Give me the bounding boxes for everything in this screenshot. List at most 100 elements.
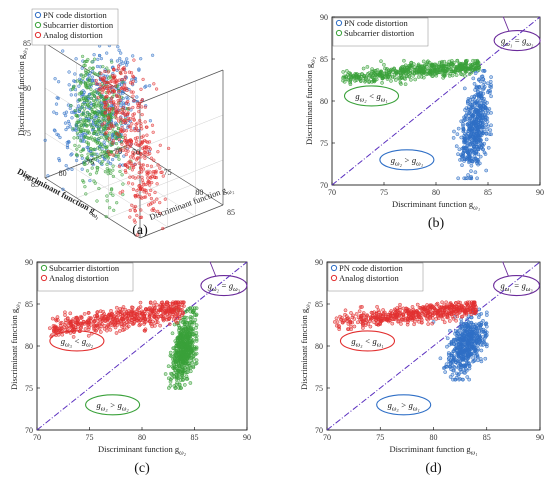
data-point bbox=[447, 65, 451, 70]
y-tick-label: 75 bbox=[320, 139, 328, 148]
data-point bbox=[89, 96, 94, 100]
data-point bbox=[480, 142, 484, 146]
data-point bbox=[142, 150, 147, 155]
data-point bbox=[91, 98, 96, 103]
data-point bbox=[166, 364, 171, 369]
data-point bbox=[421, 70, 426, 75]
data-point bbox=[139, 167, 143, 171]
data-point bbox=[90, 125, 94, 129]
x-tick-label: 85 bbox=[483, 433, 491, 442]
data-point bbox=[150, 201, 154, 205]
data-point bbox=[455, 339, 460, 343]
data-point bbox=[106, 70, 110, 74]
data-point bbox=[104, 130, 109, 134]
data-point bbox=[111, 164, 115, 168]
data-point bbox=[356, 315, 361, 320]
data-point bbox=[472, 300, 477, 305]
data-point bbox=[68, 106, 72, 111]
data-point bbox=[438, 356, 443, 361]
data-point bbox=[105, 154, 110, 158]
data-point bbox=[116, 105, 120, 109]
data-point bbox=[123, 139, 127, 143]
data-point bbox=[129, 128, 133, 133]
data-point bbox=[188, 306, 192, 311]
data-point bbox=[140, 105, 144, 109]
data-point bbox=[412, 316, 416, 321]
data-point bbox=[68, 311, 73, 316]
data-point bbox=[453, 331, 457, 336]
data-point bbox=[177, 364, 182, 369]
data-point bbox=[88, 136, 92, 141]
data-point bbox=[71, 321, 75, 326]
data-point bbox=[123, 136, 128, 140]
data-point bbox=[139, 155, 143, 159]
data-point bbox=[109, 171, 113, 175]
x-tick-label: 85 bbox=[484, 188, 492, 197]
data-point bbox=[118, 169, 122, 174]
frame-edge bbox=[139, 69, 224, 104]
data-point bbox=[109, 100, 114, 105]
data-point bbox=[92, 53, 96, 57]
data-point bbox=[411, 310, 416, 315]
data-point bbox=[193, 318, 198, 322]
data-point bbox=[471, 144, 476, 149]
grid-line bbox=[44, 132, 141, 194]
frame-edge bbox=[127, 144, 224, 206]
data-point bbox=[158, 200, 162, 205]
data-point bbox=[126, 141, 130, 146]
data-point bbox=[380, 80, 384, 85]
data-point bbox=[471, 327, 476, 332]
data-point bbox=[153, 190, 157, 195]
data-point bbox=[392, 311, 397, 315]
data-point bbox=[421, 59, 426, 64]
data-point bbox=[450, 363, 455, 368]
data-point bbox=[101, 313, 105, 318]
data-point bbox=[83, 185, 87, 189]
data-point bbox=[88, 178, 92, 183]
data-point bbox=[137, 68, 141, 72]
data-point bbox=[167, 311, 172, 316]
data-point bbox=[127, 106, 131, 111]
data-point bbox=[459, 320, 464, 325]
data-point bbox=[91, 81, 96, 86]
data-point bbox=[77, 92, 81, 96]
data-point bbox=[105, 94, 109, 98]
data-point bbox=[100, 90, 104, 95]
y-tick-label: 75 bbox=[315, 384, 323, 393]
data-point bbox=[454, 73, 459, 77]
data-point bbox=[125, 57, 129, 61]
legend-label: Subcarrier distortion bbox=[344, 28, 415, 38]
data-point bbox=[409, 77, 413, 82]
data-point bbox=[144, 188, 148, 193]
x-tick-label: 85 bbox=[227, 208, 235, 217]
data-point bbox=[374, 77, 379, 82]
data-point bbox=[133, 193, 137, 198]
data-point bbox=[417, 319, 421, 324]
data-point bbox=[476, 118, 481, 123]
data-point bbox=[105, 194, 109, 198]
data-point bbox=[189, 340, 194, 345]
y-tick-label: 85 bbox=[320, 55, 328, 64]
data-point bbox=[79, 149, 83, 154]
data-point bbox=[95, 310, 100, 315]
data-point bbox=[89, 316, 93, 320]
data-point bbox=[468, 333, 473, 338]
data-point bbox=[130, 311, 135, 316]
data-point bbox=[365, 313, 370, 318]
data-point bbox=[460, 377, 465, 382]
data-point bbox=[144, 125, 149, 129]
data-point bbox=[141, 163, 145, 167]
data-point bbox=[99, 95, 103, 99]
data-point bbox=[105, 328, 109, 333]
data-point bbox=[471, 66, 475, 70]
grid-line bbox=[139, 114, 224, 149]
data-point bbox=[479, 348, 484, 353]
data-point bbox=[484, 321, 489, 326]
data-point bbox=[126, 165, 130, 169]
data-point bbox=[176, 370, 180, 375]
data-point bbox=[73, 108, 78, 113]
data-point bbox=[460, 308, 465, 313]
data-point bbox=[106, 80, 110, 85]
data-point bbox=[47, 326, 52, 331]
data-point bbox=[98, 65, 103, 69]
